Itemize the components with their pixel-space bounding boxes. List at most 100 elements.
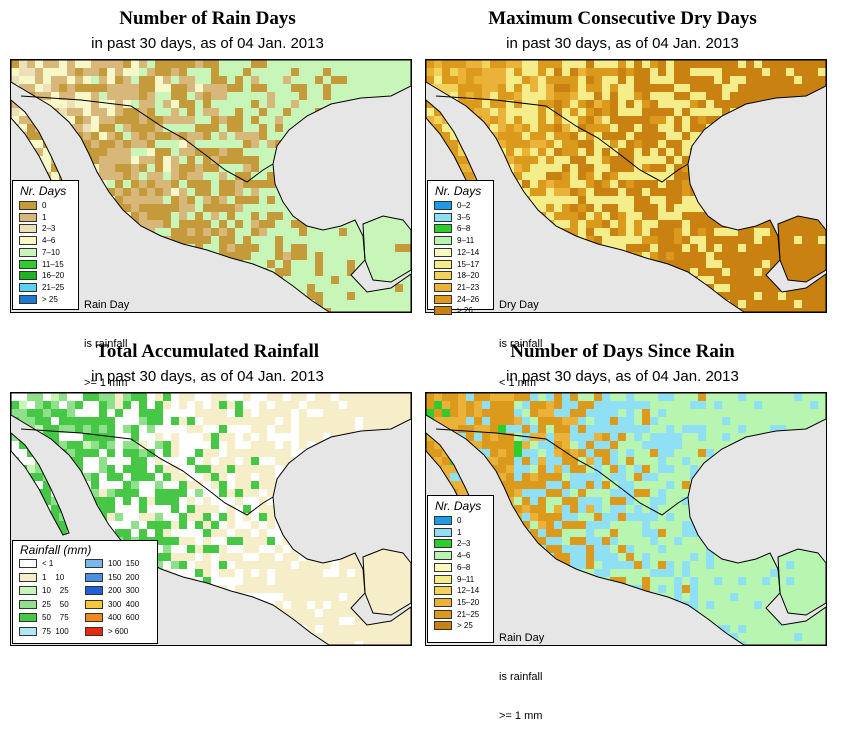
legend-label: 24–26 (457, 294, 480, 304)
legend-swatch (434, 201, 452, 210)
map-note: Rain Day is rainfall >= 1 mm (499, 606, 544, 749)
map-note: Dry Day is rainfall < 1 mm (499, 273, 542, 416)
note-line: Rain Day (499, 632, 545, 644)
legend-label: 6–8 (457, 562, 471, 572)
legend-label: 4–6 (457, 551, 471, 561)
legend-swatch (85, 586, 103, 595)
legend-label: 100 150 (108, 559, 140, 568)
legend-swatch (19, 626, 37, 636)
legend: Nr. Days 0 1 2–3 4–6 7–10 11–15 16–20 21–25 > 25 (12, 180, 79, 310)
legend-label: 9–11 (457, 236, 475, 246)
legend-swatch (434, 597, 452, 607)
note-line: is rainfall (84, 338, 128, 350)
legend-label: 15–17 (457, 259, 480, 269)
legend-label: 300 400 (108, 599, 140, 609)
legend-label: > 25 (457, 621, 473, 631)
panel-subtitle: in past 30 days, as of 04 Jan. 2013 (91, 368, 324, 385)
legend-swatch (434, 621, 452, 631)
legend-swatch (19, 212, 37, 222)
legend-swatch (19, 586, 37, 595)
legend-swatch (19, 613, 37, 622)
legend-swatch (19, 259, 37, 269)
note-line: >= 1 mm (84, 377, 128, 389)
legend-label: 1 (42, 212, 47, 222)
panel-days-since-rain: Number of Days Since Rain in past 30 day… (415, 333, 830, 722)
legend-swatch (434, 586, 452, 596)
panel-title: Maximum Consecutive Dry Days (488, 8, 757, 29)
legend-label: 75 100 (42, 626, 69, 636)
legend: Nr. Days 0–2 3–5 6–8 9–11 12–14 15–17 18–20 21–… (427, 180, 494, 316)
legend-label: 200 300 (108, 586, 140, 595)
legend-label: 18–20 (457, 271, 480, 281)
legend-label: 6–8 (457, 224, 471, 234)
note-line: is rainfall (499, 671, 543, 683)
legend-swatch (19, 224, 37, 234)
note-line: < 1 mm (499, 377, 536, 389)
legend-title: Nr. Days (435, 499, 482, 513)
legend-label: 9–11 (457, 574, 475, 584)
legend-swatch (434, 574, 452, 584)
legend-label: 21–25 (457, 609, 480, 619)
legend-label: 3–5 (457, 212, 471, 222)
legend-swatch (19, 294, 37, 304)
legend-swatch (19, 599, 37, 609)
panel-total-rainfall: Total Accumulated Rainfall in past 30 da… (0, 333, 415, 658)
panel-subtitle: in past 30 days, as of 04 Jan. 2013 (91, 35, 324, 52)
legend-title: Nr. Days (20, 184, 67, 198)
legend-swatch (434, 236, 452, 246)
note-line: Rain Day (84, 299, 130, 311)
legend-label: 25 50 (42, 599, 69, 609)
map-canvas (11, 60, 411, 312)
legend-swatch (434, 259, 452, 269)
map-note: Rain Day is rainfall >= 1 mm (84, 273, 129, 416)
legend-label: 11–15 (42, 259, 64, 269)
legend-swatch (434, 562, 452, 572)
legend-swatch (19, 282, 37, 292)
legend-label: 0 (457, 516, 462, 525)
legend-label: 10 25 (42, 586, 69, 595)
legend-swatch (19, 559, 37, 568)
legend-swatch (85, 559, 103, 568)
legend-label: 4–6 (42, 236, 56, 246)
legend-label: 2–3 (42, 224, 56, 234)
legend-swatch (19, 201, 37, 210)
legend-swatch (434, 527, 452, 537)
legend-label: 7–10 (42, 247, 60, 257)
legend-title: Nr. Days (435, 184, 482, 198)
coastline (11, 393, 411, 645)
legend-swatch (434, 224, 452, 234)
legend-swatch (434, 609, 452, 619)
legend-swatch (434, 282, 452, 292)
legend-swatch (19, 271, 37, 281)
legend-swatch (434, 539, 452, 549)
legend-label: 12–14 (457, 247, 480, 257)
legend-label: 15–20 (457, 597, 480, 607)
legend-swatch (19, 236, 37, 246)
panel-subtitle: in past 30 days, as of 04 Jan. 2013 (506, 368, 739, 385)
panel-subtitle: in past 30 days, as of 04 Jan. 2013 (506, 35, 739, 52)
legend-swatch (85, 599, 103, 609)
note-line: Dry Day (499, 299, 539, 311)
legend-swatch (434, 306, 452, 316)
legend-label: 1 10 (42, 572, 65, 582)
legend-label: 21–23 (457, 282, 480, 292)
panel-dry-days: Maximum Consecutive Dry Days in past 30 … (415, 0, 830, 389)
legend: Nr. Days 0 1 2–3 4–6 6–8 9–11 12–14 15–20 21–25 >… (427, 495, 494, 643)
legend-label: > 600 (108, 626, 129, 636)
legend-label: > 26 (457, 306, 473, 316)
legend-swatch (434, 247, 452, 257)
legend: Rainfall (mm) < 1 1 10 10 25 25 50 50 75 75 1… (12, 540, 158, 644)
legend-label: 150 200 (108, 572, 140, 582)
legend-label: 1 (457, 527, 462, 537)
panel-title: Number of Days Since Rain (510, 341, 735, 362)
legend-label: 50 75 (42, 613, 69, 622)
legend-swatch (434, 271, 452, 281)
legend-label: > 25 (42, 294, 58, 304)
legend-label: 400 600 (108, 613, 140, 622)
note-line: >= 1 mm (499, 710, 543, 722)
map-rain-days (10, 59, 412, 313)
legend-swatch (19, 572, 37, 582)
legend-label: 2–3 (457, 539, 471, 549)
panel-title: Total Accumulated Rainfall (95, 341, 320, 362)
legend-swatch (85, 613, 103, 622)
